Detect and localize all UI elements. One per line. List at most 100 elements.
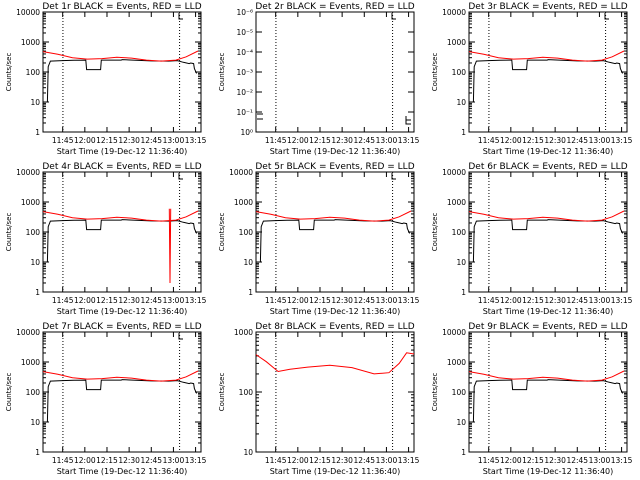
- y-axis-title: Counts/sec: [431, 213, 439, 252]
- x-tick-label: 13:15: [611, 136, 633, 145]
- y-tick-label: 1000: [21, 38, 40, 47]
- detector-panel-1: Det 1r BLACK = Events, RED = LLD 11:45 12:…: [0, 0, 213, 160]
- interval-marker: [604, 333, 609, 340]
- events-series-line: [46, 59, 198, 103]
- y-tick-label: 100: [26, 228, 41, 237]
- x-axis-title: Start Time (19-Dec-12 11:36:40): [483, 467, 614, 476]
- x-tick-label: 11:45: [478, 456, 500, 465]
- lld-series-line: [468, 370, 625, 382]
- plot-frame: [42, 331, 202, 453]
- x-axis-title: Start Time (19-Dec-12 11:36:40): [270, 307, 401, 316]
- y-axis-title: Counts/sec: [5, 53, 13, 92]
- y-tick-label: 1000: [234, 328, 253, 337]
- x-tick-label: 12:30: [118, 456, 140, 465]
- x-axis-title: Start Time (19-Dec-12 11:36:40): [483, 307, 614, 316]
- x-tick-label: 12:45: [353, 296, 375, 305]
- x-tick-label: 13:15: [398, 456, 420, 465]
- x-tick-label: 12:30: [544, 456, 566, 465]
- x-tick-label: 13:00: [163, 456, 185, 465]
- y-tick-label: 10⁻⁵: [236, 28, 253, 37]
- panel-title: Det 3r BLACK = Events, RED = LLD: [468, 2, 627, 12]
- lld-spike-line: [168, 208, 172, 284]
- y-tick-label: 1000: [234, 198, 253, 207]
- panel-title: Det 7r BLACK = Events, RED = LLD: [42, 322, 201, 332]
- y-tick-label: 1: [461, 448, 466, 457]
- y-tick-label: 10: [243, 448, 253, 457]
- y-tick-label: 100: [452, 228, 467, 237]
- y-tick-label: 10: [243, 258, 253, 267]
- y-tick-label: 10: [456, 98, 466, 107]
- x-tick-label: 12:00: [74, 296, 96, 305]
- x-tick-label: 12:15: [522, 136, 544, 145]
- x-tick-label: 11:45: [265, 136, 287, 145]
- y-tick-label: 10000: [16, 168, 40, 177]
- x-tick-label: 13:15: [185, 456, 207, 465]
- y-tick-label: 1: [461, 128, 466, 137]
- events-series-line: [46, 219, 198, 263]
- y-tick-label: 1000: [21, 358, 40, 367]
- x-tick-label: 13:15: [611, 456, 633, 465]
- x-axis-title: Start Time (19-Dec-12 11:36:40): [57, 467, 188, 476]
- plot-frame: [468, 171, 628, 293]
- y-axis-title: Counts/sec: [218, 373, 226, 412]
- interval-marker: [604, 13, 609, 20]
- detector-panel-4: Det 4r BLACK = Events, RED = LLD 11:45 12:…: [0, 160, 213, 320]
- y-tick-label: 10: [30, 418, 40, 427]
- plot-frame: [42, 171, 202, 293]
- detector-panel-3: Det 3r BLACK = Events, RED = LLD 11:45 12:…: [426, 0, 639, 160]
- x-tick-label: 12:15: [96, 296, 118, 305]
- x-tick-label: 11:45: [478, 136, 500, 145]
- x-tick-label: 12:45: [140, 456, 162, 465]
- x-tick-label: 12:30: [544, 136, 566, 145]
- events-series-line: [472, 379, 624, 423]
- y-axis-title: Counts/sec: [5, 213, 13, 252]
- x-tick-label: 12:15: [522, 296, 544, 305]
- y-tick-label: 1: [35, 128, 40, 137]
- x-tick-label: 12:15: [309, 456, 331, 465]
- y-tick-label: 100: [26, 68, 41, 77]
- x-tick-label: 13:15: [185, 296, 207, 305]
- x-axis-title: Start Time (19-Dec-12 11:36:40): [57, 307, 188, 316]
- y-tick-label: 1: [35, 288, 40, 297]
- x-tick-label: 12:15: [309, 136, 331, 145]
- interval-marker: [604, 173, 609, 180]
- plot-frame: [255, 171, 415, 293]
- x-tick-label: 12:30: [118, 136, 140, 145]
- x-tick-label: 12:00: [500, 456, 522, 465]
- panel-title: Det 2r BLACK = Events, RED = LLD: [255, 2, 414, 12]
- y-tick-label: 10⁻²: [236, 88, 253, 97]
- y-axis-title: Counts/sec: [218, 53, 226, 92]
- x-tick-label: 12:00: [500, 136, 522, 145]
- y-tick-label: 10000: [16, 8, 40, 17]
- y-tick-label: 10000: [16, 328, 40, 337]
- x-tick-label: 11:45: [265, 296, 287, 305]
- y-tick-label: 10000: [442, 8, 466, 17]
- x-tick-label: 12:30: [331, 136, 353, 145]
- x-tick-label: 13:15: [185, 136, 207, 145]
- panel-title: Det 9r BLACK = Events, RED = LLD: [468, 322, 627, 332]
- x-tick-label: 12:45: [566, 456, 588, 465]
- y-tick-label: 100: [239, 228, 254, 237]
- detector-panel-5: Det 5r BLACK = Events, RED = LLD 11:45 12:…: [213, 160, 426, 320]
- y-axis-title: Counts/sec: [218, 213, 226, 252]
- x-tick-label: 13:15: [398, 136, 420, 145]
- lld-series-line: [255, 210, 412, 222]
- marker-right: [405, 116, 411, 125]
- x-tick-label: 12:45: [566, 296, 588, 305]
- detector-panel-9: Det 9r BLACK = Events, RED = LLD 11:45 12:…: [426, 320, 639, 480]
- x-tick-label: 12:15: [96, 136, 118, 145]
- y-tick-label: 1000: [447, 38, 466, 47]
- y-tick-label: 10⁻⁴: [236, 48, 253, 57]
- detector-panel-2: Det 2r BLACK = Events, RED = LLD 11:45 12:…: [213, 0, 426, 160]
- y-tick-label: 1000: [447, 358, 466, 367]
- y-tick-label: 1: [461, 288, 466, 297]
- y-tick-label: 10: [456, 258, 466, 267]
- x-tick-label: 13:00: [589, 456, 611, 465]
- x-tick-label: 12:00: [500, 296, 522, 305]
- y-tick-label: 10⁻³: [236, 68, 253, 77]
- y-tick-label: 100: [452, 388, 467, 397]
